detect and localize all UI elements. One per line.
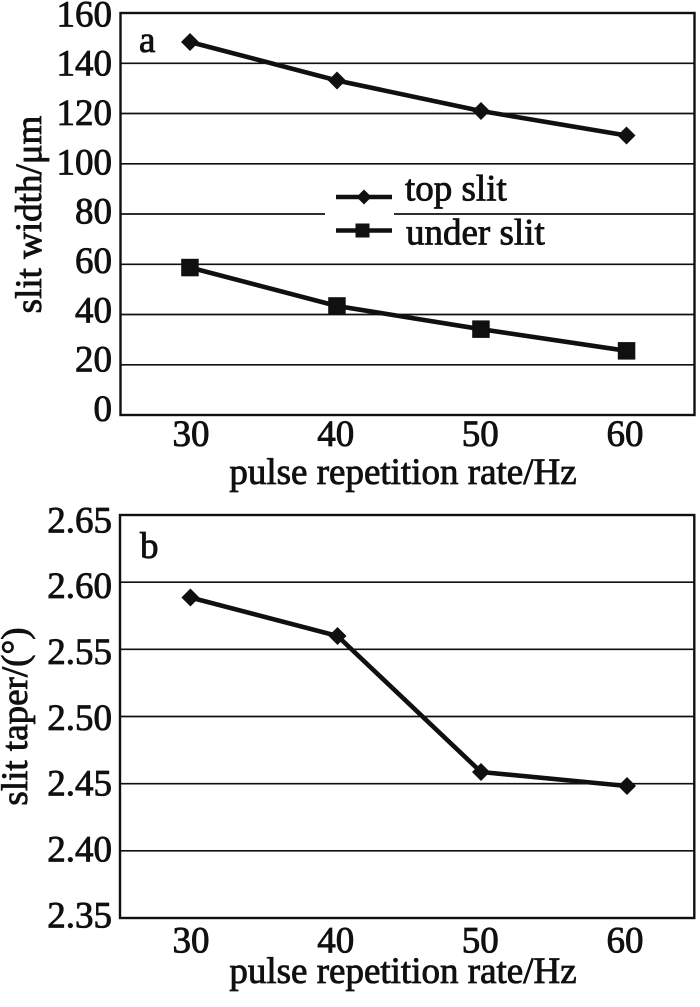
svg-text:80: 80: [75, 192, 112, 233]
svg-text:2.40: 2.40: [47, 830, 112, 871]
svg-text:under slit: under slit: [406, 213, 545, 254]
svg-text:pulse repetition rate/Hz: pulse repetition rate/Hz: [229, 452, 576, 493]
svg-text:2.65: 2.65: [47, 500, 112, 541]
svg-text:30: 30: [173, 921, 210, 962]
svg-text:60: 60: [607, 414, 644, 455]
svg-text:20: 20: [75, 340, 112, 381]
svg-text:40: 40: [317, 414, 354, 455]
svg-text:slit width/μm: slit width/μm: [9, 115, 50, 313]
svg-text:2.60: 2.60: [47, 566, 112, 607]
svg-text:60: 60: [607, 921, 644, 962]
svg-text:pulse repetition rate/Hz: pulse repetition rate/Hz: [229, 951, 576, 992]
svg-text:60: 60: [75, 241, 112, 282]
svg-text:100: 100: [57, 142, 113, 183]
svg-text:120: 120: [57, 93, 113, 134]
svg-text:0: 0: [94, 389, 113, 430]
svg-text:slit taper/(°): slit taper/(°): [0, 627, 36, 805]
svg-text:140: 140: [57, 44, 113, 85]
svg-text:50: 50: [462, 921, 499, 962]
svg-text:160: 160: [57, 0, 113, 35]
svg-text:50: 50: [462, 414, 499, 455]
svg-text:2.45: 2.45: [47, 764, 112, 805]
svg-text:b: b: [140, 526, 159, 567]
svg-text:30: 30: [173, 414, 210, 455]
svg-text:2.55: 2.55: [47, 632, 112, 673]
svg-text:top slit: top slit: [405, 169, 507, 210]
svg-text:40: 40: [75, 290, 112, 331]
svg-text:a: a: [139, 20, 155, 61]
svg-text:40: 40: [317, 921, 354, 962]
svg-text:2.35: 2.35: [47, 895, 112, 936]
svg-text:2.50: 2.50: [47, 698, 112, 739]
